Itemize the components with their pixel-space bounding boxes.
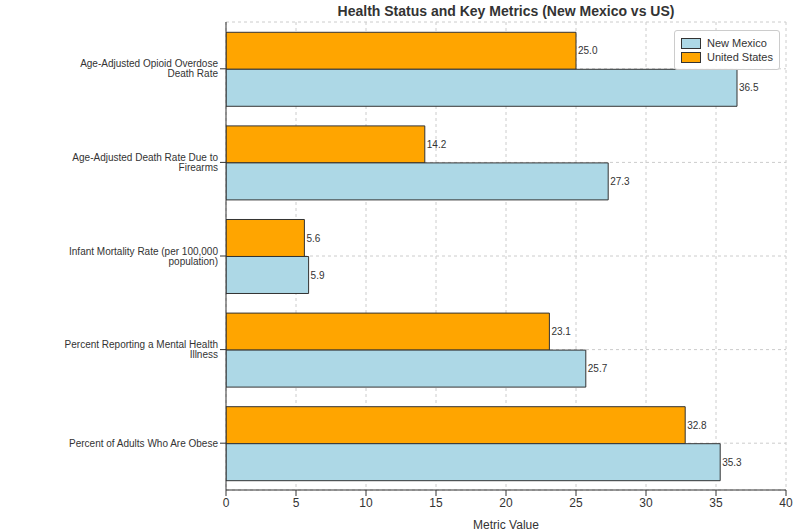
svg-text:23.1: 23.1 [551,326,571,337]
svg-text:35: 35 [709,496,723,510]
svg-text:25.0: 25.0 [578,45,598,56]
svg-text:15: 15 [429,496,443,510]
svg-text:30: 30 [639,496,653,510]
svg-text:0: 0 [223,496,230,510]
svg-text:Infant Mortality Rate (per 100: Infant Mortality Rate (per 100,000popula… [69,246,218,267]
html-text:United States: United States [707,51,773,63]
html-text:New Mexico: New Mexico [707,37,767,49]
svg-text:5: 5 [293,496,300,510]
svg-text:20: 20 [499,496,513,510]
html-text:Health Status and Key Metrics: Health Status and Key Metrics (New Mexic… [337,3,675,19]
svg-text:36.5: 36.5 [739,82,759,93]
svg-text:32.8: 32.8 [687,420,707,431]
svg-text:25.7: 25.7 [588,363,608,374]
svg-text:25: 25 [569,496,583,510]
svg-text:Percent of Adults Who Are Obes: Percent of Adults Who Are Obese [69,438,218,449]
svg-text:Metric Value: Metric Value [473,518,539,531]
svg-text:Percent Reporting a Mental Hea: Percent Reporting a Mental HealthIllness [65,339,218,360]
svg-text:Age-Adjusted Death Rate Due to: Age-Adjusted Death Rate Due toFirearms [72,152,218,173]
svg-text:5.6: 5.6 [306,233,320,244]
svg-text:14.2: 14.2 [427,139,447,150]
svg-text:10: 10 [359,496,373,510]
svg-text:40: 40 [779,496,792,510]
svg-text:35.3: 35.3 [722,457,742,468]
svg-text:Age-Adjusted Opioid OverdoseDe: Age-Adjusted Opioid OverdoseDeath Rate [80,58,218,79]
svg-text:5.9: 5.9 [311,270,325,281]
svg-text:27.3: 27.3 [610,176,630,187]
